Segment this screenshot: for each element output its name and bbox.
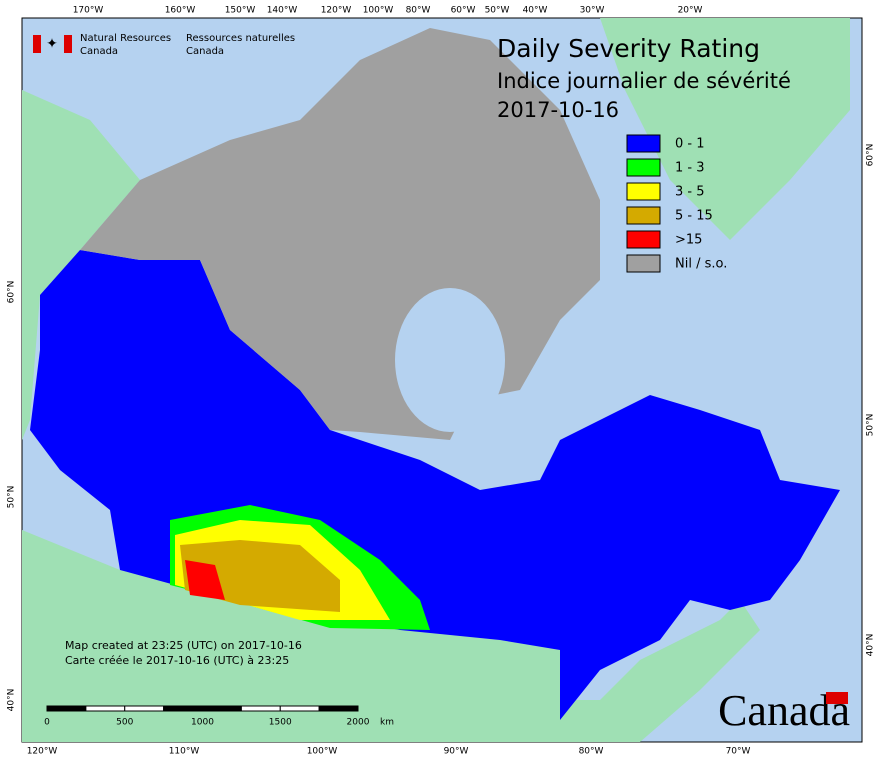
legend-label: 3 - 5 xyxy=(675,185,705,200)
note: Map created at 23:25 (UTC) on 2017-10-16 xyxy=(65,639,302,652)
graticule-label: 20°W xyxy=(678,6,703,16)
graticule-label: 70°W xyxy=(726,747,751,757)
legend: 0 - 1 1 - 3 3 - 5 5 - 15 >15 Nil / s.o. xyxy=(626,134,727,273)
scale-label: 1500 xyxy=(269,718,292,728)
scale-label: 500 xyxy=(116,718,133,728)
graticule-label: 50°W xyxy=(485,6,510,16)
graticule-label: 60°N xyxy=(866,144,876,167)
scale-segment xyxy=(124,705,165,712)
scale-label: 2000 xyxy=(347,718,370,728)
legend-swatch xyxy=(626,182,661,201)
scale-label: 1000 xyxy=(191,718,214,728)
graticule-label: 90°W xyxy=(444,747,469,757)
legend-swatch xyxy=(626,134,661,153)
graticule-label: 40°N xyxy=(7,689,17,712)
legend-label: 0 - 1 xyxy=(675,137,705,152)
graticule-label: 140°W xyxy=(267,6,298,16)
agency-en: Canada xyxy=(80,46,118,57)
graticule-label: 40°N xyxy=(866,634,876,657)
legend-swatch xyxy=(626,158,661,177)
graticule-label: 100°W xyxy=(307,747,338,757)
maple-leaf: ✦ xyxy=(46,36,58,52)
graticule-label: 40°W xyxy=(523,6,548,16)
graticule-label: 50°N xyxy=(7,486,17,509)
graticule-label: 60°W xyxy=(451,6,476,16)
graticule-label: 120°W xyxy=(321,6,352,16)
graticule-label: 170°W xyxy=(73,6,104,16)
date: 2017-10-16 xyxy=(497,98,619,122)
agency-en: Natural Resources xyxy=(80,33,171,44)
canada-low xyxy=(30,250,840,720)
scale-segment xyxy=(202,705,242,712)
legend-label: 1 - 3 xyxy=(675,161,705,176)
flag-bar xyxy=(33,35,41,53)
graticule-label: 80°W xyxy=(406,6,431,16)
scale-segment xyxy=(46,705,87,712)
scale-segment xyxy=(85,705,126,712)
agency-fr: Ressources naturelles xyxy=(186,33,295,44)
graticule-label: 110°W xyxy=(169,747,200,757)
scale-label: 0 xyxy=(44,718,50,728)
scale-unit: km xyxy=(380,718,394,728)
legend-swatch xyxy=(626,254,661,273)
graticule-label: 160°W xyxy=(165,6,196,16)
legend-swatch xyxy=(626,206,661,225)
note: Carte créée le 2017-10-16 (UTC) à 23:25 xyxy=(65,654,289,667)
legend-label: Nil / s.o. xyxy=(675,257,727,272)
agency-fr: Canada xyxy=(186,46,224,57)
hudson-bay xyxy=(395,288,505,432)
graticule-label: 120°W xyxy=(27,747,58,757)
alaska xyxy=(22,90,140,440)
title: Indice journalier de sévérité xyxy=(497,69,791,93)
scale-bar: 0 500 1000 1500 2000 km xyxy=(44,705,394,728)
graticule-label: 100°W xyxy=(363,6,394,16)
graticule: 170°W 160°W 150°W 140°W 120°W 100°W 80°W 60°W 50… xyxy=(7,6,876,757)
wordmark-flag xyxy=(826,692,848,704)
scale-segment xyxy=(279,705,320,712)
legend-label: 5 - 15 xyxy=(675,209,713,224)
graticule-label: 60°N xyxy=(7,281,17,304)
greenland xyxy=(600,18,850,240)
scale-segment xyxy=(318,705,359,712)
rating-15 xyxy=(185,560,225,600)
graticule-label: 50°N xyxy=(866,414,876,437)
graticule-label: 30°W xyxy=(580,6,605,16)
usa xyxy=(22,530,760,742)
header: ✦ Natural Resources Canada Ressources na… xyxy=(33,33,295,57)
graticule-label: 80°W xyxy=(579,747,604,757)
scale-segment xyxy=(163,705,203,712)
legend-label: >15 xyxy=(675,233,702,248)
flag-bar xyxy=(64,35,72,53)
legend-swatch xyxy=(626,230,661,249)
graticule-label: 150°W xyxy=(225,6,256,16)
title: Daily Severity Rating xyxy=(497,34,760,63)
scale-segment xyxy=(240,705,281,712)
